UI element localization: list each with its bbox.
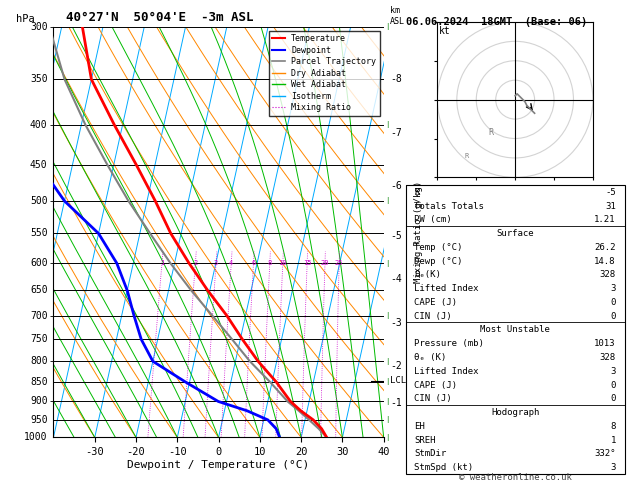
Text: 26.2: 26.2 — [594, 243, 616, 252]
Text: |: | — [386, 417, 388, 423]
Text: PW (cm): PW (cm) — [415, 215, 452, 225]
Text: © weatheronline.co.uk: © weatheronline.co.uk — [459, 473, 572, 482]
Text: |: | — [386, 260, 388, 267]
Text: LCL: LCL — [390, 376, 406, 385]
Legend: Temperature, Dewpoint, Parcel Trajectory, Dry Adiabat, Wet Adiabat, Isotherm, Mi: Temperature, Dewpoint, Parcel Trajectory… — [269, 31, 379, 116]
Text: 20: 20 — [321, 260, 329, 266]
Text: CIN (J): CIN (J) — [415, 312, 452, 321]
Text: 40°27'N  50°04'E  -3m ASL: 40°27'N 50°04'E -3m ASL — [66, 11, 253, 24]
Text: 332°: 332° — [594, 450, 616, 458]
Text: -5: -5 — [605, 188, 616, 197]
Text: Lifted Index: Lifted Index — [415, 284, 479, 293]
Text: 1013: 1013 — [594, 339, 616, 348]
Text: -8: -8 — [390, 74, 402, 84]
Text: -3: -3 — [390, 318, 402, 328]
Text: 1: 1 — [611, 435, 616, 445]
Text: 3: 3 — [214, 260, 218, 266]
Text: |: | — [386, 358, 388, 365]
Text: 0: 0 — [611, 381, 616, 390]
Text: R: R — [465, 153, 469, 159]
Text: 700: 700 — [30, 311, 48, 321]
Text: K: K — [415, 188, 420, 197]
Text: CIN (J): CIN (J) — [415, 394, 452, 403]
Text: hPa: hPa — [16, 14, 35, 24]
Text: θₑ(K): θₑ(K) — [415, 270, 442, 279]
Text: 300: 300 — [30, 22, 48, 32]
Text: 14.8: 14.8 — [594, 257, 616, 266]
Text: 850: 850 — [30, 377, 48, 387]
Text: -1: -1 — [390, 399, 402, 408]
Text: 800: 800 — [30, 356, 48, 366]
Text: θₑ (K): θₑ (K) — [415, 353, 447, 362]
Text: Pressure (mb): Pressure (mb) — [415, 339, 484, 348]
Text: kt: kt — [439, 26, 451, 36]
Text: 25: 25 — [335, 260, 343, 266]
Text: Most Unstable: Most Unstable — [480, 326, 550, 334]
X-axis label: Dewpoint / Temperature (°C): Dewpoint / Temperature (°C) — [128, 460, 309, 470]
Text: 8: 8 — [611, 422, 616, 431]
Text: |: | — [386, 398, 388, 405]
Text: 0: 0 — [611, 312, 616, 321]
Text: 500: 500 — [30, 196, 48, 206]
Text: 550: 550 — [30, 228, 48, 239]
Text: 0: 0 — [611, 394, 616, 403]
Text: CAPE (J): CAPE (J) — [415, 381, 457, 390]
Text: 650: 650 — [30, 285, 48, 295]
Text: -7: -7 — [390, 128, 402, 139]
Text: StmSpd (kt): StmSpd (kt) — [415, 463, 474, 472]
Text: 600: 600 — [30, 258, 48, 268]
Text: 2: 2 — [193, 260, 198, 266]
Text: 4: 4 — [229, 260, 233, 266]
Text: Surface: Surface — [496, 229, 534, 238]
Text: 450: 450 — [30, 160, 48, 170]
Text: -2: -2 — [390, 361, 402, 370]
Text: 10: 10 — [279, 260, 287, 266]
Text: 8: 8 — [268, 260, 272, 266]
Text: 350: 350 — [30, 74, 48, 84]
Text: 6: 6 — [252, 260, 255, 266]
Text: CAPE (J): CAPE (J) — [415, 298, 457, 307]
Text: R: R — [488, 128, 493, 137]
Text: 328: 328 — [599, 270, 616, 279]
Text: 1000: 1000 — [24, 433, 48, 442]
Text: 31: 31 — [605, 202, 616, 210]
Text: |: | — [386, 122, 388, 128]
Text: 3: 3 — [611, 463, 616, 472]
Text: |: | — [386, 434, 388, 441]
Text: 3: 3 — [611, 284, 616, 293]
Text: SREH: SREH — [415, 435, 436, 445]
Text: |: | — [386, 312, 388, 319]
Text: Lifted Index: Lifted Index — [415, 367, 479, 376]
Text: Totals Totals: Totals Totals — [415, 202, 484, 210]
Text: StmDir: StmDir — [415, 450, 447, 458]
Text: Dewp (°C): Dewp (°C) — [415, 257, 463, 266]
Text: -4: -4 — [390, 274, 402, 284]
Text: 900: 900 — [30, 397, 48, 406]
Text: 1: 1 — [160, 260, 164, 266]
Text: 1.21: 1.21 — [594, 215, 616, 225]
Text: -5: -5 — [390, 231, 402, 241]
Text: 750: 750 — [30, 334, 48, 344]
Text: 328: 328 — [599, 353, 616, 362]
Text: km
ASL: km ASL — [390, 6, 405, 26]
Text: Temp (°C): Temp (°C) — [415, 243, 463, 252]
Text: 400: 400 — [30, 120, 48, 130]
Text: |: | — [386, 23, 388, 30]
Text: EH: EH — [415, 422, 425, 431]
Text: 950: 950 — [30, 415, 48, 425]
Text: 06.06.2024  18GMT  (Base: 06): 06.06.2024 18GMT (Base: 06) — [406, 17, 587, 27]
Text: Hodograph: Hodograph — [491, 408, 539, 417]
Text: |: | — [386, 379, 388, 385]
Text: Mixing Ratio (g/kg): Mixing Ratio (g/kg) — [414, 181, 423, 283]
Text: 3: 3 — [611, 367, 616, 376]
Text: -6: -6 — [390, 181, 402, 191]
Text: |: | — [386, 197, 388, 205]
Text: 15: 15 — [303, 260, 311, 266]
Text: 0: 0 — [611, 298, 616, 307]
